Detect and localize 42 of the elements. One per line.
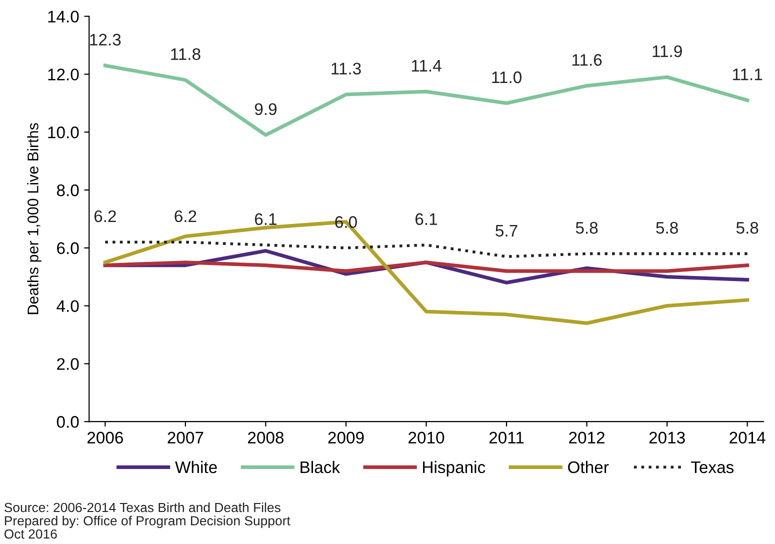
legend-label: Other	[568, 460, 609, 474]
x-tick-label: 2012	[569, 432, 604, 444]
data-label: 9.9	[254, 103, 277, 116]
data-label: 12.3	[90, 34, 121, 46]
data-label: 11.8	[171, 48, 200, 60]
y-tick-label: 8.0	[56, 184, 79, 196]
legend-label: Texas	[691, 462, 734, 474]
y-tick-label: 10.0	[48, 126, 79, 138]
x-tick-label: 2007	[168, 432, 204, 444]
y-tick-label: 2.0	[57, 358, 79, 370]
data-label: 5.8	[736, 222, 758, 234]
y-tick-label: 4.0	[56, 300, 79, 312]
legend-label: Black	[300, 460, 340, 474]
data-label: 6.1	[254, 213, 276, 226]
data-label: 11.3	[332, 62, 361, 75]
x-tick-label: 2010	[408, 432, 444, 444]
line-series	[104, 240, 749, 258]
data-label: 6.1	[416, 213, 438, 226]
x-tick-label: 2006	[87, 432, 123, 444]
x-tick-label: 2013	[649, 432, 685, 444]
data-label: 11.0	[492, 71, 522, 84]
data-label: 11.9	[652, 45, 682, 58]
y-tick-label: 6.0	[57, 242, 79, 254]
data-label: 11.6	[572, 54, 602, 66]
data-label: 6.2	[94, 210, 116, 222]
data-label: 5.7	[496, 225, 518, 237]
legend-label: White	[175, 460, 217, 474]
data-label: 6.2	[174, 210, 196, 222]
data-label: 11.4	[412, 60, 442, 72]
x-tick-label: 2014	[730, 432, 766, 444]
legend-label: Hispanic	[423, 460, 486, 476]
x-tick-label: 2008	[248, 432, 284, 444]
data-label: 5.8	[576, 222, 598, 234]
y-tick-label: 0.0	[56, 416, 79, 428]
y-axis-title: Deaths per 1,000 Live Births	[27, 123, 42, 314]
source-note: Source: 2006-2014 Texas Birth and Death Files Prepared by: Office of Program Decision Support Oct 2016	[4, 502, 290, 539]
x-tick-label: 2009	[328, 432, 364, 444]
y-tick-label: 14.0	[48, 10, 79, 23]
data-label: 11.1	[732, 68, 762, 80]
y-tick-label: 12.0	[48, 68, 79, 80]
x-tick-label: 2011	[489, 432, 524, 444]
data-label: 5.8	[656, 222, 678, 234]
